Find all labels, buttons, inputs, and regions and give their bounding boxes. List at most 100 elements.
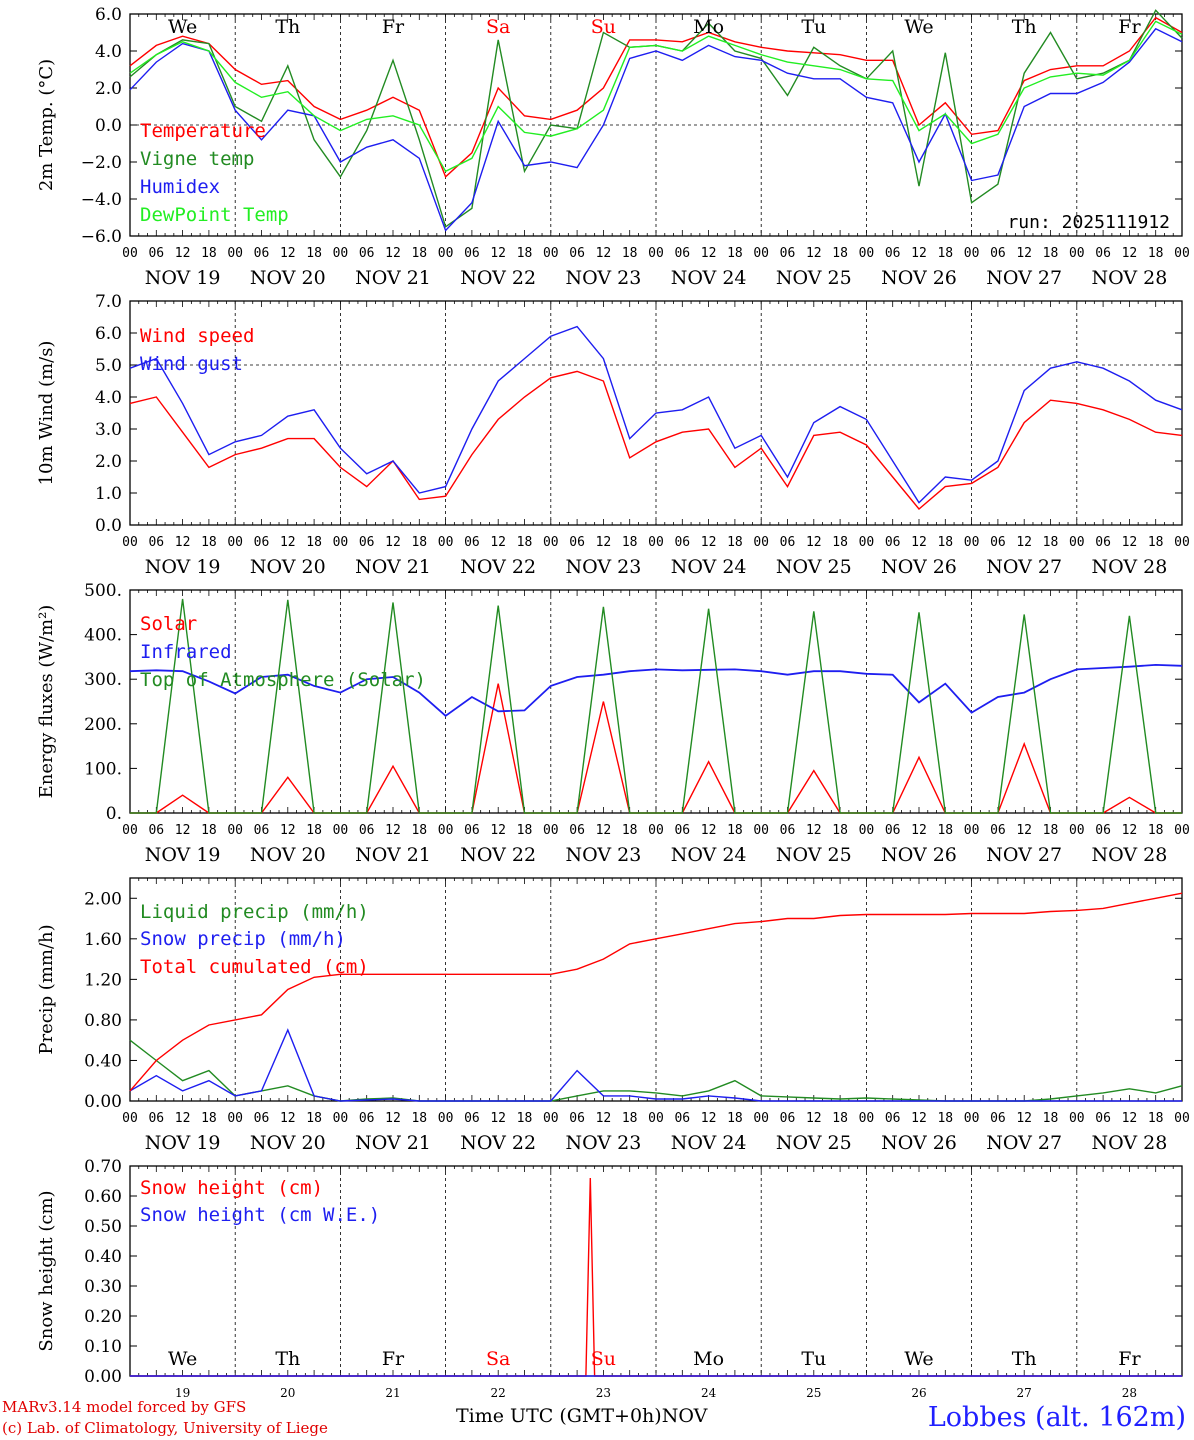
- y-tick-label: 5.0: [95, 356, 122, 376]
- x-hour-label: 06: [1095, 246, 1111, 261]
- x-hour-label: 06: [254, 535, 270, 550]
- x-hour-label: 12: [280, 1111, 296, 1126]
- weekday-label: We: [904, 16, 933, 38]
- x-date-label: NOV 25: [776, 556, 852, 578]
- legend-entry: Vigne temp: [140, 148, 254, 170]
- x-hour-label: 12: [490, 823, 506, 838]
- x-hour-label: 12: [596, 535, 612, 550]
- x-date-label: NOV 21: [355, 844, 431, 866]
- x-date-label: NOV 23: [565, 844, 641, 866]
- weekday-label: Th: [275, 1348, 300, 1370]
- x-hour-label: 00: [122, 1111, 138, 1126]
- x-hour-label: 06: [254, 1111, 270, 1126]
- x-date-label: NOV 24: [671, 267, 747, 289]
- weekday-label: Th: [1012, 16, 1037, 38]
- y-tick-label: 0.60: [84, 1187, 122, 1207]
- x-hour-label: 12: [911, 535, 927, 550]
- x-hour-label: 12: [175, 535, 191, 550]
- x-hour-label: 00: [227, 535, 243, 550]
- weekday-label: Sa: [486, 16, 510, 38]
- x-date-label: NOV 24: [671, 1132, 747, 1154]
- x-hour-label: 06: [464, 1111, 480, 1126]
- weekday-label: We: [168, 16, 197, 38]
- x-hour-label: 00: [543, 823, 559, 838]
- x-hour-label: 00: [122, 246, 138, 261]
- x-date-label: NOV 19: [145, 267, 221, 289]
- weekday-label: Su: [591, 1348, 616, 1370]
- x-date-label: NOV 23: [565, 267, 641, 289]
- x-date-label: NOV 23: [565, 1132, 641, 1154]
- time-utc-label: Time UTC (GMT+0h): [456, 1405, 662, 1427]
- y-tick-label: 2.00: [84, 889, 122, 909]
- x-hour-label: 06: [569, 823, 585, 838]
- y-tick-label: 0.30: [84, 1277, 122, 1297]
- x-hour-label: 18: [832, 823, 848, 838]
- x-date-label: NOV 22: [460, 267, 536, 289]
- x-date-label: NOV 19: [145, 556, 221, 578]
- x-date-label: NOV 25: [776, 267, 852, 289]
- x-hour-label: 00: [438, 535, 454, 550]
- series-line-top-of-atmosphere-solar-: [130, 598, 1182, 814]
- y-tick-label: 0.0: [95, 116, 122, 136]
- legend-entry: DewPoint Temp: [140, 204, 289, 226]
- x-hour-label: 06: [990, 1111, 1006, 1126]
- x-date-label: NOV 27: [986, 267, 1062, 289]
- x-date-label: NOV 26: [881, 844, 957, 866]
- weekday-label: We: [168, 1348, 197, 1370]
- x-date-label: NOV 22: [460, 556, 536, 578]
- x-hour-label: 00: [227, 823, 243, 838]
- y-tick-label: 7.0: [95, 292, 122, 312]
- x-hour-label: 00: [333, 246, 349, 261]
- x-hour-label: 18: [306, 1111, 322, 1126]
- x-hour-label: 12: [280, 823, 296, 838]
- y-tick-label: −2.0: [81, 153, 122, 173]
- x-hour-label: 18: [937, 246, 953, 261]
- x-date-label: NOV 28: [1091, 267, 1167, 289]
- x-hour-label: 12: [1122, 535, 1138, 550]
- series-line-humidex: [129, 27, 1183, 232]
- x-hour-label: 18: [411, 246, 427, 261]
- x-hour-label: 18: [1148, 246, 1164, 261]
- x-hour-label: 18: [517, 1111, 533, 1126]
- weekday-label: Tu: [801, 1348, 826, 1370]
- x-hour-label: 12: [1122, 1111, 1138, 1126]
- x-hour-label: 06: [569, 535, 585, 550]
- y-tick-label: 2.0: [95, 79, 122, 99]
- x-hour-label: 00: [648, 1111, 664, 1126]
- x-hour-label: 12: [385, 246, 401, 261]
- x-hour-label: 06: [885, 246, 901, 261]
- series-line-dewpoint-temp: [129, 20, 1183, 173]
- x-date-label: NOV 28: [1091, 844, 1167, 866]
- run-annotation: run: 2025111912: [1007, 212, 1170, 233]
- day-number-label: 25: [806, 1386, 821, 1400]
- x-hour-label: 06: [254, 823, 270, 838]
- x-hour-label: 12: [490, 246, 506, 261]
- x-date-label: NOV 23: [565, 556, 641, 578]
- y-tick-label: −4.0: [81, 190, 122, 210]
- x-hour-label: 12: [596, 823, 612, 838]
- x-date-label: NOV 22: [460, 844, 536, 866]
- x-hour-label: 00: [1174, 246, 1190, 261]
- x-hour-label: 00: [648, 823, 664, 838]
- x-hour-label: 18: [1148, 823, 1164, 838]
- x-hour-label: 18: [727, 535, 743, 550]
- panel-snow: [129, 1165, 1183, 1377]
- x-hour-label: 18: [201, 1111, 217, 1126]
- x-hour-label: 18: [622, 535, 638, 550]
- x-hour-label: 00: [1174, 823, 1190, 838]
- x-hour-label: 12: [385, 1111, 401, 1126]
- time-axis-label: Time UTC (GMT+0h)NOV: [456, 1405, 707, 1427]
- lab-credit: (c) Lab. of Climatology, University of L…: [2, 1419, 328, 1437]
- weekday-label: Sa: [486, 1348, 510, 1370]
- x-hour-label: 18: [1043, 1111, 1059, 1126]
- x-date-label: NOV 27: [986, 1132, 1062, 1154]
- x-hour-label: 12: [701, 535, 717, 550]
- x-hour-label: 06: [359, 535, 375, 550]
- x-hour-label: 18: [306, 246, 322, 261]
- x-hour-label: 00: [438, 823, 454, 838]
- x-hour-label: 00: [964, 246, 980, 261]
- x-hour-label: 12: [1122, 246, 1138, 261]
- x-hour-label: 00: [122, 823, 138, 838]
- x-hour-label: 00: [122, 535, 138, 550]
- legend-entry: Liquid precip (mm/h): [140, 901, 369, 923]
